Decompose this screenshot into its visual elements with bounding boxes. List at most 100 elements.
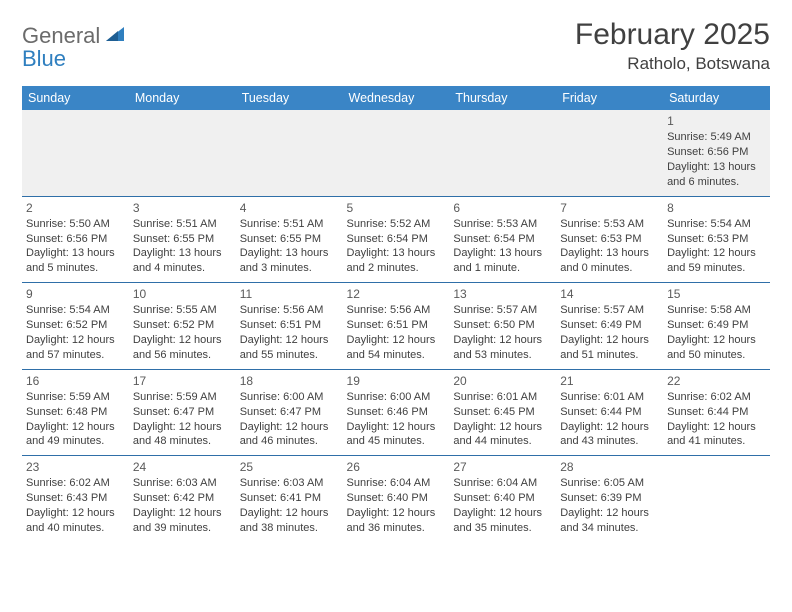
day-number: 11 xyxy=(240,286,339,302)
location-label: Ratholo, Botswana xyxy=(575,54,770,74)
day-number: 3 xyxy=(133,200,232,216)
dayheader-thu: Thursday xyxy=(449,86,556,110)
day-details: Sunrise: 5:53 AMSunset: 6:53 PMDaylight:… xyxy=(560,217,659,276)
day-details: Sunrise: 6:01 AMSunset: 6:45 PMDaylight:… xyxy=(453,390,552,449)
day-cell xyxy=(556,110,663,196)
day-details: Sunrise: 5:53 AMSunset: 6:54 PMDaylight:… xyxy=(453,217,552,276)
day-number: 16 xyxy=(26,373,125,389)
day-cell: 22Sunrise: 6:02 AMSunset: 6:44 PMDayligh… xyxy=(663,369,770,456)
day-details: Sunrise: 5:54 AMSunset: 6:52 PMDaylight:… xyxy=(26,303,125,362)
day-number: 18 xyxy=(240,373,339,389)
day-details: Sunrise: 5:52 AMSunset: 6:54 PMDaylight:… xyxy=(347,217,446,276)
day-number: 5 xyxy=(347,200,446,216)
day-number: 14 xyxy=(560,286,659,302)
day-number: 19 xyxy=(347,373,446,389)
day-number: 24 xyxy=(133,459,232,475)
day-cell xyxy=(663,456,770,542)
brand-word1: General xyxy=(22,23,100,48)
day-cell: 23Sunrise: 6:02 AMSunset: 6:43 PMDayligh… xyxy=(22,456,129,542)
dayheader-tue: Tuesday xyxy=(236,86,343,110)
day-cell: 8Sunrise: 5:54 AMSunset: 6:53 PMDaylight… xyxy=(663,196,770,283)
day-details: Sunrise: 5:59 AMSunset: 6:48 PMDaylight:… xyxy=(26,390,125,449)
day-number: 7 xyxy=(560,200,659,216)
dayheader-sat: Saturday xyxy=(663,86,770,110)
day-details: Sunrise: 5:51 AMSunset: 6:55 PMDaylight:… xyxy=(133,217,232,276)
day-number: 25 xyxy=(240,459,339,475)
calendar-table: Sunday Monday Tuesday Wednesday Thursday… xyxy=(22,86,770,542)
day-details: Sunrise: 5:51 AMSunset: 6:55 PMDaylight:… xyxy=(240,217,339,276)
day-cell: 13Sunrise: 5:57 AMSunset: 6:50 PMDayligh… xyxy=(449,283,556,370)
day-number: 22 xyxy=(667,373,766,389)
day-details: Sunrise: 6:02 AMSunset: 6:44 PMDaylight:… xyxy=(667,390,766,449)
day-number: 8 xyxy=(667,200,766,216)
brand-word2: Blue xyxy=(22,46,66,71)
day-details: Sunrise: 6:02 AMSunset: 6:43 PMDaylight:… xyxy=(26,476,125,535)
day-cell: 26Sunrise: 6:04 AMSunset: 6:40 PMDayligh… xyxy=(343,456,450,542)
day-details: Sunrise: 5:50 AMSunset: 6:56 PMDaylight:… xyxy=(26,217,125,276)
day-details: Sunrise: 5:56 AMSunset: 6:51 PMDaylight:… xyxy=(347,303,446,362)
day-details: Sunrise: 5:55 AMSunset: 6:52 PMDaylight:… xyxy=(133,303,232,362)
day-cell: 5Sunrise: 5:52 AMSunset: 6:54 PMDaylight… xyxy=(343,196,450,283)
day-number: 28 xyxy=(560,459,659,475)
day-number: 12 xyxy=(347,286,446,302)
day-cell: 4Sunrise: 5:51 AMSunset: 6:55 PMDaylight… xyxy=(236,196,343,283)
week-row: 2Sunrise: 5:50 AMSunset: 6:56 PMDaylight… xyxy=(22,196,770,283)
day-details: Sunrise: 6:03 AMSunset: 6:41 PMDaylight:… xyxy=(240,476,339,535)
month-title: February 2025 xyxy=(575,18,770,52)
sail-icon xyxy=(104,24,126,42)
day-number: 10 xyxy=(133,286,232,302)
day-cell: 19Sunrise: 6:00 AMSunset: 6:46 PMDayligh… xyxy=(343,369,450,456)
dayheader-sun: Sunday xyxy=(22,86,129,110)
day-details: Sunrise: 6:04 AMSunset: 6:40 PMDaylight:… xyxy=(347,476,446,535)
day-number: 6 xyxy=(453,200,552,216)
day-number: 27 xyxy=(453,459,552,475)
day-cell: 12Sunrise: 5:56 AMSunset: 6:51 PMDayligh… xyxy=(343,283,450,370)
day-number: 26 xyxy=(347,459,446,475)
day-number: 2 xyxy=(26,200,125,216)
day-cell: 2Sunrise: 5:50 AMSunset: 6:56 PMDaylight… xyxy=(22,196,129,283)
dayheader-mon: Monday xyxy=(129,86,236,110)
day-cell: 7Sunrise: 5:53 AMSunset: 6:53 PMDaylight… xyxy=(556,196,663,283)
header: GeneralBlue February 2025 Ratholo, Botsw… xyxy=(22,18,770,74)
day-number: 1 xyxy=(667,113,766,129)
day-cell: 6Sunrise: 5:53 AMSunset: 6:54 PMDaylight… xyxy=(449,196,556,283)
day-number: 23 xyxy=(26,459,125,475)
day-details: Sunrise: 5:57 AMSunset: 6:49 PMDaylight:… xyxy=(560,303,659,362)
day-cell xyxy=(129,110,236,196)
day-details: Sunrise: 5:58 AMSunset: 6:49 PMDaylight:… xyxy=(667,303,766,362)
day-cell: 17Sunrise: 5:59 AMSunset: 6:47 PMDayligh… xyxy=(129,369,236,456)
brand-logo: GeneralBlue xyxy=(22,18,126,70)
day-details: Sunrise: 5:57 AMSunset: 6:50 PMDaylight:… xyxy=(453,303,552,362)
day-number: 4 xyxy=(240,200,339,216)
day-details: Sunrise: 6:01 AMSunset: 6:44 PMDaylight:… xyxy=(560,390,659,449)
day-cell: 25Sunrise: 6:03 AMSunset: 6:41 PMDayligh… xyxy=(236,456,343,542)
day-cell xyxy=(343,110,450,196)
day-number: 21 xyxy=(560,373,659,389)
week-row: 16Sunrise: 5:59 AMSunset: 6:48 PMDayligh… xyxy=(22,369,770,456)
day-cell: 3Sunrise: 5:51 AMSunset: 6:55 PMDaylight… xyxy=(129,196,236,283)
day-cell: 18Sunrise: 6:00 AMSunset: 6:47 PMDayligh… xyxy=(236,369,343,456)
day-details: Sunrise: 6:04 AMSunset: 6:40 PMDaylight:… xyxy=(453,476,552,535)
day-number: 13 xyxy=(453,286,552,302)
day-number: 20 xyxy=(453,373,552,389)
day-number: 15 xyxy=(667,286,766,302)
day-details: Sunrise: 6:00 AMSunset: 6:46 PMDaylight:… xyxy=(347,390,446,449)
day-header-row: Sunday Monday Tuesday Wednesday Thursday… xyxy=(22,86,770,110)
day-number: 9 xyxy=(26,286,125,302)
day-cell xyxy=(236,110,343,196)
day-details: Sunrise: 6:05 AMSunset: 6:39 PMDaylight:… xyxy=(560,476,659,535)
week-row: 9Sunrise: 5:54 AMSunset: 6:52 PMDaylight… xyxy=(22,283,770,370)
day-number: 17 xyxy=(133,373,232,389)
day-cell: 9Sunrise: 5:54 AMSunset: 6:52 PMDaylight… xyxy=(22,283,129,370)
day-cell: 14Sunrise: 5:57 AMSunset: 6:49 PMDayligh… xyxy=(556,283,663,370)
day-cell: 20Sunrise: 6:01 AMSunset: 6:45 PMDayligh… xyxy=(449,369,556,456)
day-cell: 1Sunrise: 5:49 AMSunset: 6:56 PMDaylight… xyxy=(663,110,770,196)
day-cell: 16Sunrise: 5:59 AMSunset: 6:48 PMDayligh… xyxy=(22,369,129,456)
day-details: Sunrise: 5:56 AMSunset: 6:51 PMDaylight:… xyxy=(240,303,339,362)
dayheader-fri: Friday xyxy=(556,86,663,110)
day-details: Sunrise: 5:54 AMSunset: 6:53 PMDaylight:… xyxy=(667,217,766,276)
week-row: 1Sunrise: 5:49 AMSunset: 6:56 PMDaylight… xyxy=(22,110,770,196)
day-cell: 21Sunrise: 6:01 AMSunset: 6:44 PMDayligh… xyxy=(556,369,663,456)
day-cell: 11Sunrise: 5:56 AMSunset: 6:51 PMDayligh… xyxy=(236,283,343,370)
day-cell: 28Sunrise: 6:05 AMSunset: 6:39 PMDayligh… xyxy=(556,456,663,542)
